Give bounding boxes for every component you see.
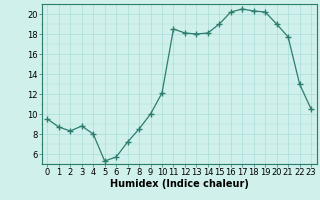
X-axis label: Humidex (Indice chaleur): Humidex (Indice chaleur) [110, 179, 249, 189]
